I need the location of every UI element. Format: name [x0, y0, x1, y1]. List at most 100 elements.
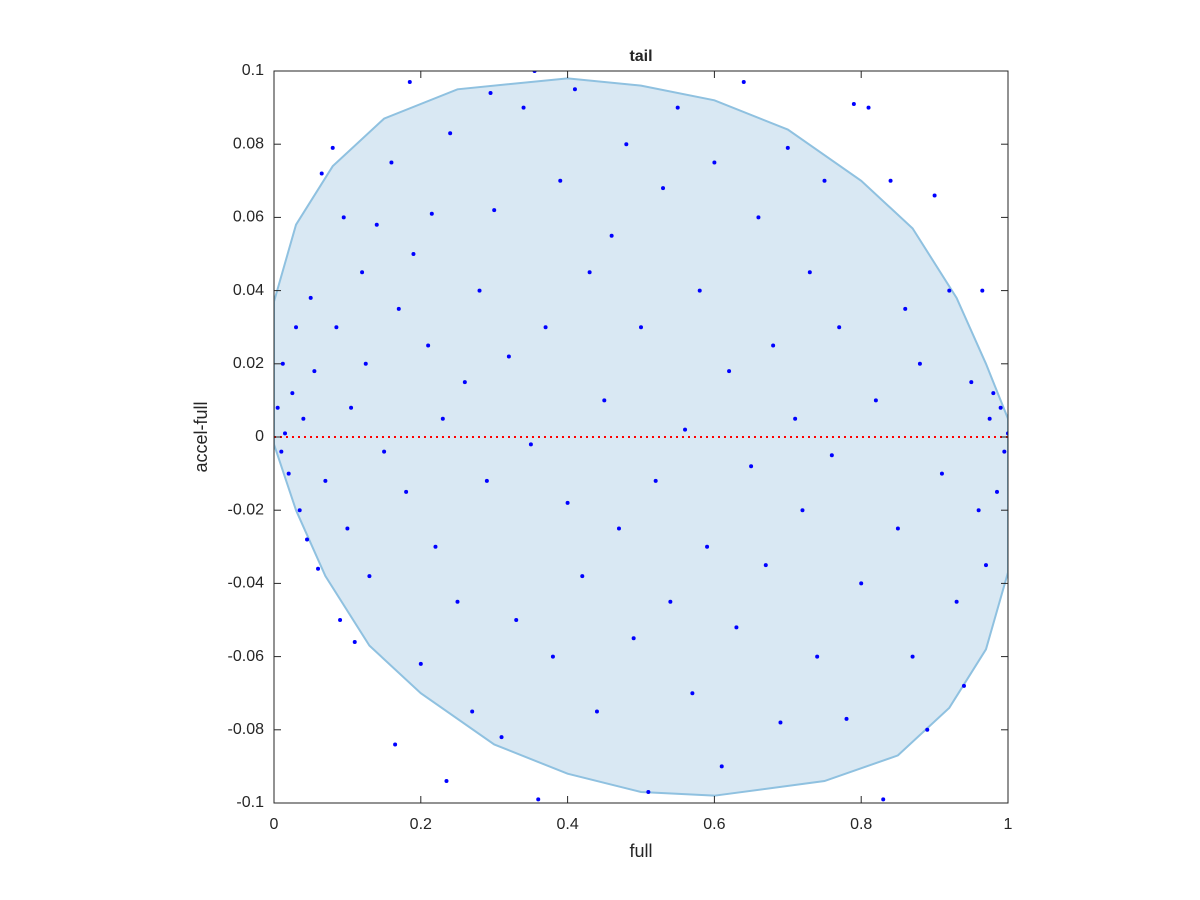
point	[565, 500, 570, 505]
point	[404, 489, 409, 494]
point	[506, 354, 511, 359]
point	[961, 683, 966, 688]
point	[488, 90, 493, 95]
point	[279, 449, 284, 454]
point	[785, 145, 790, 150]
point	[939, 471, 944, 476]
point	[455, 599, 460, 604]
point	[705, 544, 710, 549]
point	[932, 193, 937, 198]
point	[389, 160, 394, 165]
point	[536, 797, 541, 802]
point	[594, 709, 599, 714]
y-tick-label: 0.04	[233, 282, 264, 299]
point	[668, 599, 673, 604]
point	[396, 306, 401, 311]
plot-area	[274, 71, 1008, 802]
point	[829, 453, 834, 458]
point	[763, 563, 768, 568]
point	[697, 288, 702, 293]
point	[719, 764, 724, 769]
point	[815, 654, 820, 659]
point	[323, 478, 328, 483]
point	[661, 186, 666, 191]
point	[895, 526, 900, 531]
point	[316, 566, 321, 571]
point	[844, 716, 849, 721]
point	[602, 398, 607, 403]
y-tick-label: 0.02	[233, 355, 264, 372]
point	[969, 380, 974, 385]
y-tick-label: 0	[255, 428, 264, 445]
point	[683, 427, 688, 432]
y-tick-label: -0.02	[228, 501, 265, 518]
point	[987, 416, 992, 421]
point	[290, 391, 295, 396]
point	[543, 325, 548, 330]
point	[338, 618, 343, 622]
point	[778, 720, 783, 725]
point	[283, 431, 288, 436]
point	[426, 343, 431, 348]
point	[631, 636, 636, 641]
point	[888, 178, 893, 183]
point	[429, 211, 434, 216]
point	[528, 442, 533, 447]
point	[330, 145, 335, 150]
x-tick-label: 0.4	[556, 816, 578, 833]
point	[297, 508, 302, 513]
y-tick-label: -0.08	[228, 721, 265, 738]
point	[349, 405, 354, 410]
point	[646, 790, 651, 795]
point	[734, 625, 739, 630]
point	[407, 79, 412, 84]
x-tick-label: 1	[1004, 816, 1013, 833]
point	[910, 654, 915, 659]
point	[352, 639, 357, 644]
y-tick-label: 0.06	[233, 209, 264, 226]
point	[873, 398, 878, 403]
point	[653, 478, 658, 483]
point	[558, 178, 563, 183]
point	[312, 369, 317, 374]
point	[514, 618, 519, 622]
point	[477, 288, 482, 293]
point	[690, 691, 695, 696]
point	[980, 288, 985, 293]
point	[382, 449, 387, 454]
point	[308, 295, 313, 300]
point	[822, 178, 827, 183]
point	[616, 526, 621, 531]
y-tick-label: -0.06	[228, 648, 265, 665]
point	[334, 325, 339, 330]
point	[433, 544, 438, 549]
point	[639, 325, 643, 330]
point	[947, 288, 952, 293]
point	[367, 574, 372, 579]
point	[492, 208, 497, 213]
point	[771, 343, 776, 348]
point	[363, 361, 368, 366]
point	[275, 405, 280, 410]
y-tick-label: 0.1	[242, 62, 264, 79]
y-tick-label: -0.04	[228, 575, 265, 592]
x-tick-label: 0	[270, 816, 279, 833]
point	[925, 727, 930, 732]
point	[572, 87, 577, 92]
x-tick-label: 0.2	[410, 816, 432, 833]
point	[418, 661, 423, 666]
x-tick-label: 0.8	[850, 816, 872, 833]
point	[374, 222, 379, 227]
point	[903, 306, 908, 311]
point	[294, 325, 299, 330]
point	[360, 270, 365, 275]
point	[998, 405, 1003, 410]
point	[859, 581, 864, 586]
y-axis-label: accel-full	[191, 401, 211, 472]
point	[440, 416, 445, 421]
point	[462, 380, 467, 385]
y-tick-label: 0.08	[233, 135, 264, 152]
point	[499, 735, 504, 740]
point	[807, 270, 812, 275]
point	[741, 79, 746, 84]
